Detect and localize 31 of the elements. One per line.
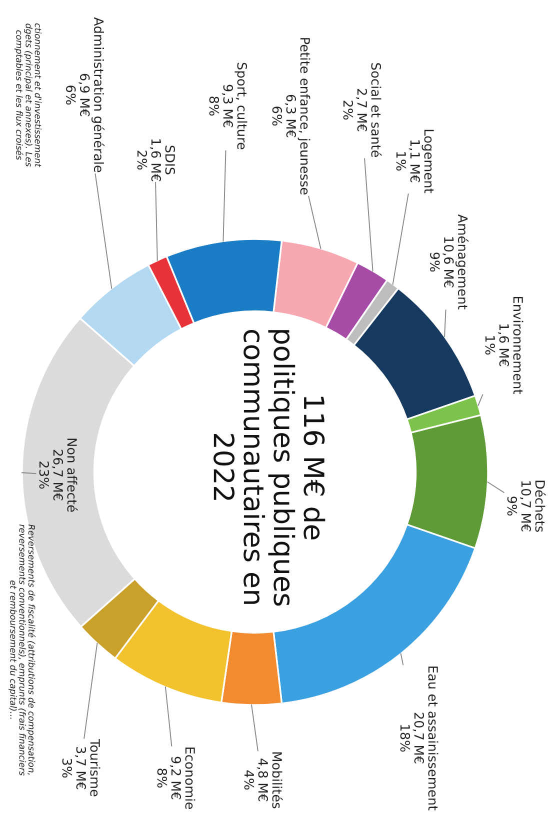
slice-label: Mobilités <box>272 752 283 808</box>
slice-label: Economie <box>185 748 196 809</box>
text: ctionnement et d'investissement dgets (principal et annexes). Les comptables et les flux croisés <box>14 23 42 168</box>
data-label: 2,7 M€ 2% <box>343 88 368 132</box>
slice-label: Aménagement <box>455 214 468 310</box>
data-label: 6,9 M€ 6% <box>66 74 90 116</box>
slice-label: Tourisme <box>90 738 100 796</box>
slice-label: Logement <box>422 130 434 194</box>
text: Reversements de fiscalité (attributions de compensation, reversements conventionnels), emprunts (frais financiers et remboursement du capital)... <box>8 524 36 776</box>
slice-label: Environnement <box>513 296 524 394</box>
data-label: 10,7 M€ 9% <box>507 481 532 532</box>
slice-label: Petite enfance, jeunesse <box>298 38 310 194</box>
slice-label: Déchets <box>535 480 546 532</box>
text: 116 M€ de politiques publiques communautaires en 2022 <box>214 330 326 606</box>
data-label: 1,6 M€ 1% <box>485 324 510 366</box>
data-label: 26,7 M€ 23% <box>39 450 64 500</box>
data-label: 6,3 M€ 6% <box>272 94 296 138</box>
data-label: 9,2 M€ 8% <box>157 756 182 800</box>
slice-label: Sport, culture <box>234 62 248 150</box>
slice-label: Administration générale <box>91 17 104 172</box>
slice-label: Eau et assainissement <box>428 666 438 810</box>
data-label: 1,6 M€ 2% <box>137 139 162 182</box>
slice-label: SDIS <box>165 146 175 174</box>
data-label: 1,1 M€ 1% <box>396 140 420 182</box>
data-label: 20,7 M€ 18% <box>400 712 424 764</box>
data-label: 10,6 M€ 9% <box>430 237 454 288</box>
data-label: 3,7 M€ 3% <box>62 746 86 790</box>
slice-label: Non affecté <box>67 438 78 512</box>
data-label: 9,3 M€ 8% <box>209 84 234 128</box>
slice-label: Social et santé <box>371 63 382 157</box>
data-label: 4,8 M€ 4% <box>244 758 268 802</box>
